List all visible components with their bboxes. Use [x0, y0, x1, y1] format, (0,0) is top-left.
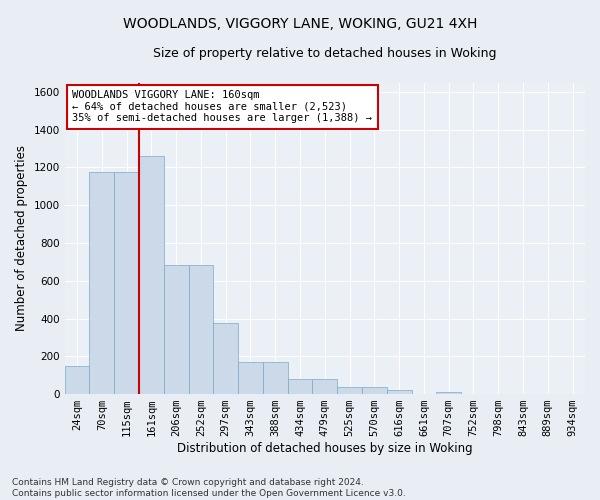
Bar: [164, 264, 188, 394]
Text: WOODLANDS VIGGORY LANE: 160sqm
← 64% of detached houses are smaller (2,523)
35% : WOODLANDS VIGGORY LANE: 160sqm ← 64% of …: [73, 90, 373, 124]
Y-axis label: Number of detached properties: Number of detached properties: [15, 146, 28, 332]
Bar: [362, 388, 387, 394]
Bar: [65, 366, 89, 394]
Text: Contains HM Land Registry data © Crown copyright and database right 2024.
Contai: Contains HM Land Registry data © Crown c…: [12, 478, 406, 498]
Bar: [214, 324, 238, 394]
Bar: [114, 172, 139, 394]
Bar: [188, 264, 214, 394]
Bar: [89, 172, 114, 394]
Bar: [139, 156, 164, 394]
Bar: [436, 392, 461, 394]
Bar: [313, 379, 337, 394]
Text: WOODLANDS, VIGGORY LANE, WOKING, GU21 4XH: WOODLANDS, VIGGORY LANE, WOKING, GU21 4X…: [123, 18, 477, 32]
Title: Size of property relative to detached houses in Woking: Size of property relative to detached ho…: [153, 48, 497, 60]
Bar: [263, 362, 287, 394]
Bar: [387, 390, 412, 394]
Bar: [238, 362, 263, 394]
Bar: [287, 379, 313, 394]
Bar: [337, 388, 362, 394]
X-axis label: Distribution of detached houses by size in Woking: Distribution of detached houses by size …: [177, 442, 473, 455]
